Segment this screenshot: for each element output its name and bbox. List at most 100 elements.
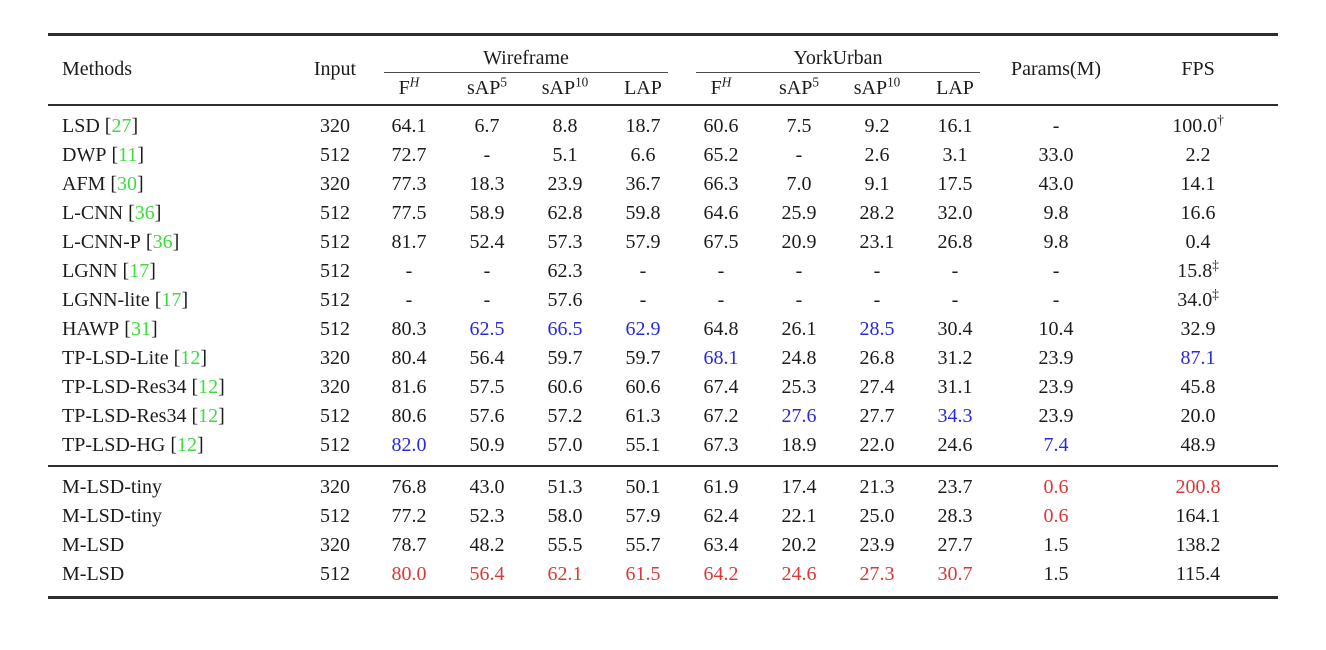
value-text: 64.1 — [391, 114, 427, 137]
value-text: 23.7 — [937, 475, 973, 498]
value-text: 28.5 — [859, 317, 895, 340]
input-size-cell: 320 — [300, 464, 370, 502]
citation-link[interactable]: 12 — [177, 433, 198, 456]
value-cell: 68.1 — [682, 344, 760, 373]
citation-link[interactable]: 36 — [152, 230, 173, 253]
value-cell: 31.1 — [916, 373, 994, 402]
input-size-cell: 512 — [320, 259, 350, 282]
value-text: 16.6 — [1180, 201, 1216, 224]
value-cell: 27.7 — [838, 402, 916, 431]
citation-link[interactable]: 11 — [118, 143, 138, 166]
value-cell: - — [994, 105, 1118, 141]
cite-bracket-open: [ — [104, 114, 112, 137]
value-cell: 18.7 — [604, 105, 682, 141]
value-text: - — [1052, 114, 1060, 137]
value-cell: - — [448, 257, 526, 286]
value-text: 23.9 — [859, 533, 895, 556]
value-text: 57.5 — [469, 375, 505, 398]
value-cell: 59.8 — [604, 199, 682, 228]
value-text: 17.5 — [937, 172, 973, 195]
value-cell: 43.0 — [448, 464, 526, 502]
value-text: 61.5 — [625, 562, 661, 585]
value-text: - — [795, 288, 803, 311]
value-cell: 23.7 — [916, 464, 995, 502]
value-cell: 48.9 — [1118, 431, 1278, 466]
value-cell: 10.4 — [994, 315, 1118, 344]
value-text: 6.7 — [474, 114, 500, 137]
table-row: TP-LSD-HG [12] 512 82.0 50.9 57.0 55.1 67.3 18.9… — [48, 431, 1278, 466]
value-text: 22.0 — [859, 433, 895, 456]
value-cell: - — [448, 141, 526, 170]
value-cell: 5.1 — [526, 141, 604, 170]
value-text: - — [951, 259, 959, 282]
value-text: 50.9 — [469, 433, 505, 456]
value-cell: - — [682, 286, 760, 315]
method-name: AFM — [62, 172, 106, 195]
value-text: - — [873, 288, 881, 311]
table-row: HAWP [31] 512 80.3 62.5 66.5 62.9 64.8 26.1 28.5 3… — [48, 315, 1278, 344]
value-cell: 27.4 — [838, 373, 916, 402]
cite-bracket-open: [ — [145, 230, 153, 253]
citation-link[interactable]: 31 — [130, 317, 151, 340]
metric-superscript: 5 — [500, 73, 507, 89]
table-row: L-CNN [36] 512 77.5 58.9 62.8 59.8 64.6 25.9 28.2… — [48, 199, 1278, 228]
value-cell: 64.8 — [682, 315, 760, 344]
value-cell: 30.4 — [916, 315, 994, 344]
value-text: 61.3 — [625, 404, 661, 427]
col-header-input: Input — [300, 34, 370, 106]
value-text: 62.4 — [703, 504, 739, 527]
value-cell: 17.4 — [760, 464, 838, 502]
value-cell: 57.0 — [526, 431, 604, 466]
value-text: 57.3 — [547, 230, 583, 253]
value-text: 56.4 — [469, 562, 505, 585]
value-cell: - — [994, 257, 1118, 286]
value-text: 67.4 — [703, 375, 739, 398]
value-text: - — [717, 288, 725, 311]
value-cell: 50.9 — [448, 431, 526, 466]
value-cell: 27.3 — [838, 560, 916, 598]
citation-link[interactable]: 12 — [198, 404, 219, 427]
value-cell: 16.6 — [1118, 199, 1278, 228]
value-cell: 7.0 — [760, 170, 838, 199]
value-text: 59.7 — [625, 346, 661, 369]
value-text: 5.1 — [552, 143, 578, 166]
value-cell: - — [370, 257, 448, 286]
citation-link[interactable]: 17 — [161, 288, 182, 311]
footnote-mark: † — [1217, 111, 1224, 127]
value-cell: 25.3 — [760, 373, 838, 402]
citation-link[interactable]: 30 — [117, 172, 138, 195]
value-text: 55.7 — [625, 533, 661, 556]
value-cell: 200.8 — [1118, 464, 1279, 502]
value-text: 9.8 — [1043, 230, 1069, 253]
citation-link[interactable]: 12 — [180, 346, 201, 369]
value-text: - — [873, 259, 881, 282]
value-cell: 67.3 — [682, 431, 760, 466]
value-text: 57.2 — [547, 404, 583, 427]
value-text: 68.1 — [703, 346, 739, 369]
method-name: L-CNN — [62, 201, 124, 224]
value-cell: 52.3 — [448, 502, 526, 531]
value-cell: 61.3 — [604, 402, 682, 431]
citation-link[interactable]: 36 — [134, 201, 155, 224]
value-cell: 26.8 — [916, 228, 994, 257]
value-cell: 6.6 — [604, 141, 682, 170]
value-cell: 100.0† — [1118, 105, 1278, 141]
value-text: - — [951, 288, 959, 311]
input-size-cell: 320 — [320, 114, 350, 137]
value-cell: 9.1 — [838, 170, 916, 199]
citation-link[interactable]: 17 — [129, 259, 150, 282]
metric-superscript: H — [409, 73, 420, 89]
method-cell: M-LSD-tiny — [48, 502, 300, 531]
citation-link[interactable]: 27 — [111, 114, 132, 137]
table-header: Methods Input Wireframe YorkUrban Params… — [48, 34, 1279, 106]
value-cell: 65.2 — [682, 141, 760, 170]
method-name: M-LSD-tiny — [62, 504, 162, 527]
value-text: 164.1 — [1175, 504, 1221, 527]
value-text: 100.0 — [1172, 114, 1218, 137]
method-name: DWP — [62, 143, 107, 166]
value-cell: 20.2 — [760, 531, 838, 560]
value-cell: 60.6 — [526, 373, 604, 402]
value-cell: 80.0 — [370, 560, 448, 598]
value-cell: 60.6 — [604, 373, 682, 402]
citation-link[interactable]: 12 — [198, 375, 219, 398]
